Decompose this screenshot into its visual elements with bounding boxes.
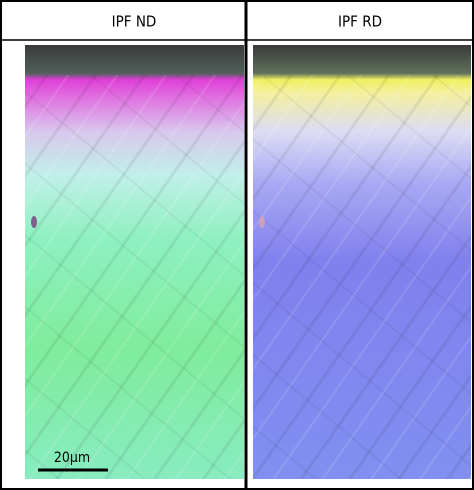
ipf-rd-map	[253, 45, 471, 479]
panel-title: IPF RD	[338, 13, 382, 31]
ipf-nd-map	[25, 45, 244, 479]
panel-title: IPF ND	[112, 13, 157, 31]
scale-label: 20μm	[54, 450, 90, 466]
